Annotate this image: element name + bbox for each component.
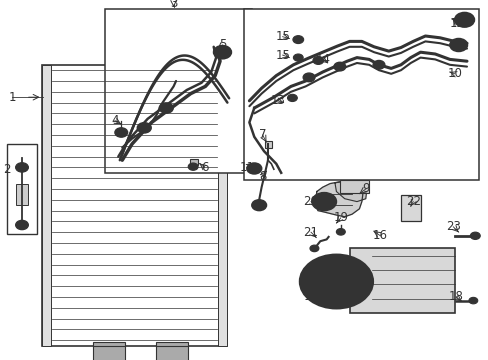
Circle shape <box>299 255 372 309</box>
Text: 15: 15 <box>275 30 289 43</box>
Text: 5: 5 <box>218 39 226 51</box>
Text: 10: 10 <box>447 67 461 80</box>
Circle shape <box>333 62 345 71</box>
Bar <box>339 180 368 193</box>
Circle shape <box>331 278 341 285</box>
Circle shape <box>317 268 354 295</box>
Bar <box>16 184 28 205</box>
Text: 18: 18 <box>448 291 463 303</box>
Circle shape <box>250 166 257 171</box>
Circle shape <box>16 220 28 230</box>
Circle shape <box>308 261 364 302</box>
Circle shape <box>293 54 303 61</box>
Circle shape <box>188 163 198 170</box>
Text: 19: 19 <box>333 211 347 224</box>
Text: 20: 20 <box>303 195 318 208</box>
Text: 14: 14 <box>315 53 329 66</box>
Text: 16: 16 <box>372 229 387 242</box>
Text: 9: 9 <box>361 183 369 195</box>
Text: 1: 1 <box>8 91 16 104</box>
Text: 17: 17 <box>303 291 318 303</box>
Bar <box>264 141 271 148</box>
Text: 12: 12 <box>449 17 464 30</box>
Circle shape <box>115 128 127 137</box>
Polygon shape <box>334 181 366 202</box>
Circle shape <box>454 13 473 27</box>
Text: 23: 23 <box>445 220 460 233</box>
Text: 2: 2 <box>3 163 11 176</box>
Bar <box>156 342 188 360</box>
Circle shape <box>16 163 28 172</box>
Circle shape <box>251 200 266 211</box>
Text: 8: 8 <box>258 170 266 183</box>
Circle shape <box>217 49 227 56</box>
Text: 3: 3 <box>169 0 177 10</box>
Circle shape <box>449 39 467 51</box>
Circle shape <box>159 103 173 113</box>
Polygon shape <box>315 182 362 217</box>
Text: 21: 21 <box>303 226 318 239</box>
Circle shape <box>468 297 477 304</box>
Bar <box>217 65 227 346</box>
Text: 15: 15 <box>275 49 289 62</box>
Circle shape <box>137 123 151 133</box>
Circle shape <box>312 57 323 64</box>
Text: 4: 4 <box>111 114 119 127</box>
Text: 22: 22 <box>405 195 420 208</box>
Circle shape <box>459 16 468 23</box>
Circle shape <box>303 73 314 82</box>
Circle shape <box>469 232 479 239</box>
Bar <box>244 9 478 180</box>
Circle shape <box>213 46 231 59</box>
Circle shape <box>311 193 336 211</box>
Circle shape <box>453 42 462 48</box>
Circle shape <box>321 200 326 203</box>
Text: 11: 11 <box>239 161 254 174</box>
Bar <box>93 342 124 360</box>
Text: 13: 13 <box>270 94 285 107</box>
Bar <box>349 248 454 313</box>
Bar <box>41 65 227 346</box>
Circle shape <box>292 36 303 44</box>
Circle shape <box>287 94 297 102</box>
Circle shape <box>246 163 261 174</box>
Circle shape <box>318 197 329 206</box>
Bar <box>400 195 420 221</box>
Bar <box>189 159 197 165</box>
Bar <box>224 144 239 166</box>
Bar <box>105 9 251 173</box>
Bar <box>41 65 51 346</box>
Bar <box>7 144 37 234</box>
Text: 7: 7 <box>258 129 266 141</box>
Text: 6: 6 <box>200 161 208 174</box>
Circle shape <box>336 229 345 235</box>
Circle shape <box>309 245 318 252</box>
Circle shape <box>325 274 346 289</box>
Circle shape <box>372 60 384 69</box>
